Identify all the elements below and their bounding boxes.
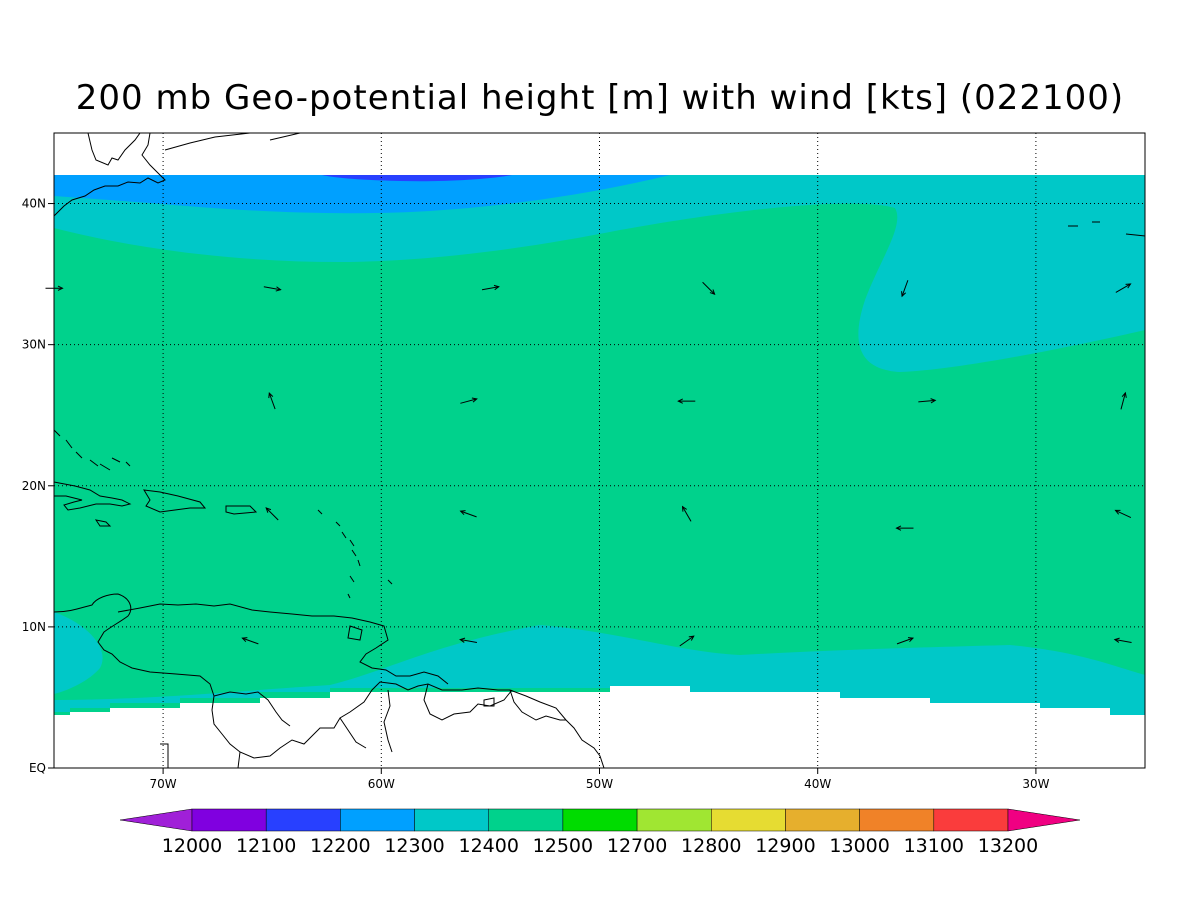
coast-north-america bbox=[54, 133, 330, 217]
coast-puerto-rico bbox=[225, 505, 258, 515]
coast-trinidad bbox=[347, 625, 363, 641]
colorbar-label: 12000 bbox=[162, 835, 222, 857]
colorbar-swatch bbox=[414, 808, 489, 832]
colorbar-label: 12800 bbox=[681, 835, 741, 857]
wind-arrow bbox=[895, 525, 914, 531]
colorbar-label: 12700 bbox=[607, 835, 667, 857]
field-12300 bbox=[54, 175, 670, 214]
coast-island-south bbox=[483, 697, 495, 707]
height-field bbox=[54, 133, 1145, 768]
wind-arrow bbox=[460, 397, 478, 404]
colorbar-label: 12100 bbox=[236, 835, 296, 857]
wind-arrow bbox=[265, 507, 279, 521]
colorbar-swatch bbox=[859, 808, 935, 832]
wind-arrow bbox=[677, 398, 696, 404]
wind-arrow bbox=[896, 637, 915, 645]
wind-arrow bbox=[1115, 283, 1132, 293]
chart-title: 200 mb Geo-potential height [m] with win… bbox=[75, 78, 1125, 118]
lon-tick-label: 50W bbox=[586, 777, 613, 791]
coast-cuba bbox=[54, 481, 132, 511]
colorbar-swatch bbox=[711, 808, 786, 832]
field-12400-shore bbox=[54, 612, 103, 694]
wind-arrow bbox=[263, 286, 282, 292]
colorbar-swatch bbox=[562, 808, 638, 832]
colorbar-high-triangle bbox=[1007, 808, 1081, 832]
colorbar-label: 12300 bbox=[384, 835, 444, 857]
coast-lesser-antilles bbox=[317, 509, 393, 599]
lon-tick-label: 60W bbox=[368, 777, 395, 791]
lat-tick-label: 40N bbox=[22, 197, 46, 211]
colorbar-label: 13200 bbox=[978, 835, 1038, 857]
field-12200 bbox=[322, 175, 512, 182]
wind-arrow bbox=[481, 284, 500, 291]
wind-arrow bbox=[1120, 391, 1127, 410]
coast-south-america bbox=[54, 593, 605, 768]
coast-borders bbox=[160, 683, 566, 768]
wind-arrow bbox=[459, 637, 478, 643]
wind-arrow bbox=[1114, 509, 1132, 519]
coast-bahamas bbox=[54, 429, 131, 471]
colorbar-label: 12400 bbox=[459, 835, 519, 857]
coast-azores bbox=[1068, 221, 1145, 237]
colorbar-label: 12500 bbox=[533, 835, 593, 857]
axis-ticks: 70W 60W 50W 40W 30W 40N 30N 20N 10N EQ bbox=[22, 197, 1050, 791]
wind-arrow bbox=[702, 281, 716, 296]
lon-tick-label: 40W bbox=[804, 777, 831, 791]
colorbar-swatch bbox=[488, 808, 564, 832]
colorbar-swatch bbox=[933, 808, 1009, 832]
lon-tick-label: 30W bbox=[1022, 777, 1049, 791]
wind-arrow bbox=[268, 392, 276, 410]
wind-arrow bbox=[1113, 637, 1132, 643]
colorbar-label: 12900 bbox=[755, 835, 815, 857]
lat-tick-label: 10N bbox=[22, 620, 46, 634]
colorbar-label: 12200 bbox=[310, 835, 370, 857]
wind-arrow bbox=[681, 505, 692, 522]
coast-venezuela-north bbox=[117, 603, 449, 685]
wind-arrow bbox=[918, 398, 937, 404]
wind-arrow bbox=[901, 280, 909, 298]
coast-jamaica bbox=[94, 519, 112, 527]
colorbar-swatch bbox=[191, 808, 267, 832]
wind-arrow bbox=[459, 510, 477, 518]
coast-hispaniola bbox=[143, 489, 207, 513]
colorbar: 12000 12100 12200 12300 12400 12500 12700 12800… bbox=[119, 808, 1081, 857]
colorbar-swatch bbox=[785, 808, 860, 832]
wind-arrow bbox=[45, 285, 64, 291]
colorbar-label: 13100 bbox=[904, 835, 964, 857]
colorbar-swatch bbox=[340, 808, 415, 832]
nodata-south bbox=[54, 686, 1145, 768]
lat-tick-label: EQ bbox=[29, 761, 46, 775]
colorbar-low-triangle bbox=[119, 808, 193, 832]
colorbar-label: 13000 bbox=[829, 835, 889, 857]
lat-tick-label: 30N bbox=[22, 338, 46, 352]
wind-arrow bbox=[679, 635, 695, 647]
field-12400-north bbox=[54, 175, 1145, 372]
lon-tick-label: 70W bbox=[150, 777, 177, 791]
colorbar-swatch bbox=[265, 808, 341, 832]
colorbar-swatch bbox=[636, 808, 712, 832]
wind-arrow bbox=[241, 637, 259, 645]
coastlines bbox=[54, 133, 1145, 768]
wind-vectors bbox=[45, 280, 1132, 647]
lat-tick-label: 20N bbox=[22, 479, 46, 493]
